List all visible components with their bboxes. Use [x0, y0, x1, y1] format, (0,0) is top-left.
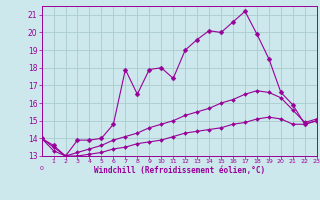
X-axis label: Windchill (Refroidissement éolien,°C): Windchill (Refroidissement éolien,°C) [94, 166, 265, 175]
Text: 0: 0 [40, 166, 44, 171]
